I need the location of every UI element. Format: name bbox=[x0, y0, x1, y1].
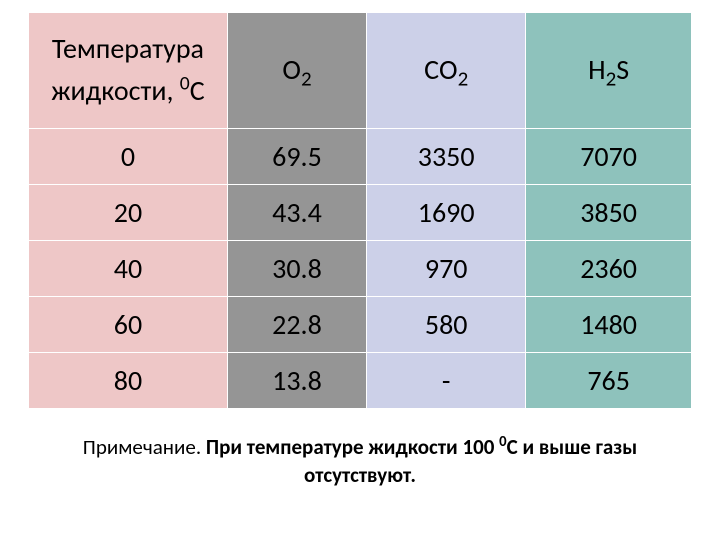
table-cell: 580 bbox=[367, 297, 526, 353]
table-cell: 20 bbox=[29, 185, 228, 241]
table-cell: 1690 bbox=[367, 185, 526, 241]
table-body: 069.5335070702043.4169038504030.89702360… bbox=[29, 129, 692, 409]
col3-sub: 2 bbox=[606, 66, 617, 92]
col-header-o2: О2 bbox=[227, 13, 366, 129]
col1-sub: 2 bbox=[301, 66, 312, 92]
table-row: 2043.416903850 bbox=[29, 185, 692, 241]
note-bold-pre: При температуре жидкости 100 bbox=[206, 434, 499, 460]
footnote: Примечание. При температуре жидкости 100… bbox=[28, 433, 692, 490]
table-cell: 40 bbox=[29, 241, 228, 297]
col2-sub: 2 bbox=[458, 66, 469, 92]
col-header-h2s: H2S bbox=[526, 13, 692, 129]
table-cell: 3850 bbox=[526, 185, 692, 241]
solubility-table: Температура жидкости, 0С О2 СО2 H2S 069.… bbox=[28, 12, 692, 409]
table-cell: 0 bbox=[29, 129, 228, 185]
note-lead: Примечание. bbox=[83, 434, 206, 460]
col0-after: С bbox=[190, 73, 205, 108]
table-cell: 60 bbox=[29, 297, 228, 353]
table-cell: 43.4 bbox=[227, 185, 366, 241]
col2-pre: СО bbox=[424, 52, 457, 87]
col3-post: S bbox=[616, 52, 629, 87]
col1-pre: О bbox=[282, 52, 301, 87]
table-cell: - bbox=[367, 353, 526, 409]
table-cell: 7070 bbox=[526, 129, 692, 185]
table-row: 8013.8-765 bbox=[29, 353, 692, 409]
col3-pre: H bbox=[588, 52, 605, 87]
col-header-co2: СО2 bbox=[367, 13, 526, 129]
table-row: 4030.89702360 bbox=[29, 241, 692, 297]
table-header-row: Температура жидкости, 0С О2 СО2 H2S bbox=[29, 13, 692, 129]
table-cell: 13.8 bbox=[227, 353, 366, 409]
table-row: 069.533507070 bbox=[29, 129, 692, 185]
table-cell: 80 bbox=[29, 353, 228, 409]
col0-line2: жидкости, bbox=[51, 73, 180, 108]
table-cell: 30.8 bbox=[227, 241, 366, 297]
note-sup: 0 bbox=[499, 432, 506, 450]
table-cell: 765 bbox=[526, 353, 692, 409]
col-header-temperature: Температура жидкости, 0С bbox=[29, 13, 228, 129]
table-cell: 970 bbox=[367, 241, 526, 297]
table-cell: 22.8 bbox=[227, 297, 366, 353]
table-cell: 3350 bbox=[367, 129, 526, 185]
col0-sup: 0 bbox=[180, 71, 190, 95]
table-cell: 2360 bbox=[526, 241, 692, 297]
table-row: 6022.85801480 bbox=[29, 297, 692, 353]
col0-line1: Температура bbox=[52, 31, 204, 66]
table-cell: 1480 bbox=[526, 297, 692, 353]
table-cell: 69.5 bbox=[227, 129, 366, 185]
